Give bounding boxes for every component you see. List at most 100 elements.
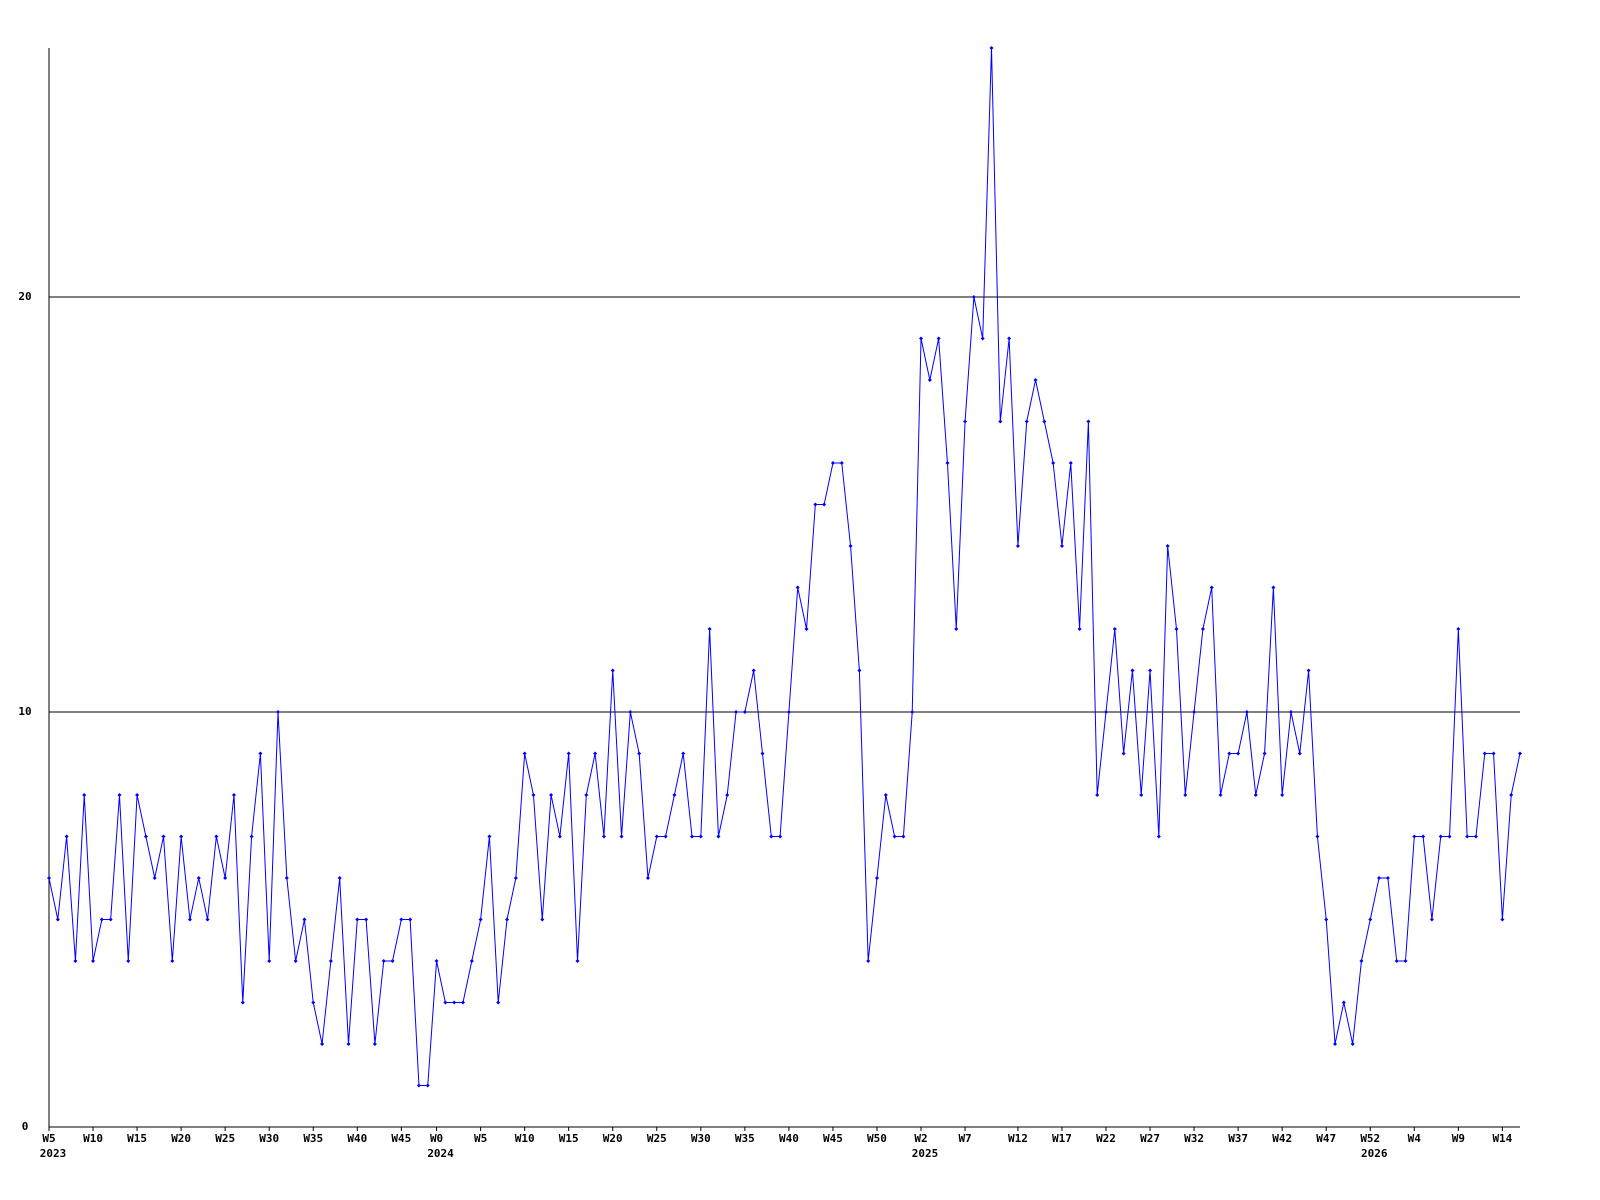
point [223, 876, 228, 880]
point [1077, 627, 1082, 631]
point [804, 627, 809, 631]
point [1438, 834, 1443, 839]
point [760, 751, 765, 756]
x-tick-label: W10 [83, 1132, 103, 1145]
point [460, 1000, 465, 1005]
point [566, 751, 571, 756]
point [82, 793, 87, 797]
point [1368, 917, 1373, 922]
point [742, 710, 747, 714]
point [778, 834, 783, 839]
point [857, 668, 862, 673]
x-tick-label: W45 [823, 1132, 843, 1145]
x-tick-label: W0 [430, 1132, 443, 1145]
point [681, 751, 686, 756]
x-tick-label: W35 [303, 1132, 323, 1145]
x-tick-label: W15 [559, 1132, 579, 1145]
point [311, 1000, 316, 1005]
point [963, 419, 968, 424]
point [645, 876, 650, 880]
x-tick-label: W45 [391, 1132, 411, 1145]
point [601, 834, 606, 839]
point [1209, 585, 1214, 590]
point [187, 917, 192, 922]
point [240, 1000, 245, 1005]
x-tick-label: W7 [958, 1132, 971, 1145]
point [1271, 585, 1276, 590]
point [1280, 793, 1285, 797]
point [487, 834, 492, 839]
x-tick-label: W27 [1140, 1132, 1160, 1145]
point [416, 1083, 421, 1088]
y-tick-label: 20 [18, 290, 31, 303]
point [822, 502, 827, 507]
point [1148, 668, 1153, 673]
x-tick-label: W14 [1492, 1132, 1512, 1145]
point [73, 959, 78, 963]
point [619, 834, 624, 839]
point [1059, 544, 1064, 548]
year-label: 2023 [40, 1147, 67, 1160]
point [1033, 378, 1038, 382]
point [910, 710, 915, 714]
x-tick-label: W40 [779, 1132, 799, 1145]
point [249, 834, 254, 839]
point [1306, 668, 1311, 673]
point [672, 793, 677, 797]
point [496, 1000, 501, 1005]
point [584, 793, 589, 797]
point [372, 1042, 377, 1046]
point [64, 834, 69, 839]
point [399, 917, 404, 922]
x-tick-label: W35 [735, 1132, 755, 1145]
point [1377, 876, 1382, 880]
point [364, 917, 369, 922]
point [1068, 461, 1073, 465]
x-tick-label: W2 [914, 1132, 927, 1145]
point [1500, 917, 1505, 922]
point [945, 461, 950, 465]
point [1491, 751, 1496, 756]
point [505, 917, 510, 922]
point [813, 502, 818, 507]
point [575, 959, 580, 963]
point [557, 834, 562, 839]
point [1518, 751, 1522, 756]
point [654, 834, 659, 839]
point [346, 1042, 351, 1046]
year-label: 2025 [912, 1147, 939, 1160]
point [1104, 710, 1109, 714]
point [231, 793, 236, 797]
x-tick-label: W42 [1272, 1132, 1292, 1145]
point [108, 917, 113, 922]
point [117, 793, 122, 797]
point [390, 959, 395, 963]
point [1007, 336, 1012, 341]
point [1192, 710, 1197, 714]
point [1218, 793, 1223, 797]
point [1183, 793, 1188, 797]
point [1130, 668, 1135, 673]
x-tick-label: W12 [1008, 1132, 1028, 1145]
point [936, 336, 941, 341]
point [276, 710, 281, 714]
point [161, 834, 166, 839]
point [1042, 419, 1047, 424]
point [549, 793, 554, 797]
point [1482, 751, 1487, 756]
point [795, 585, 800, 590]
point [1324, 917, 1329, 922]
point [540, 917, 545, 922]
point [1200, 627, 1205, 631]
point [196, 876, 201, 880]
point [1156, 834, 1161, 839]
point [989, 46, 994, 50]
point [690, 834, 695, 839]
point [293, 959, 298, 963]
point [425, 1083, 430, 1088]
x-tick-label: W40 [347, 1132, 367, 1145]
x-tick-label: W20 [171, 1132, 191, 1145]
point [452, 1000, 457, 1005]
